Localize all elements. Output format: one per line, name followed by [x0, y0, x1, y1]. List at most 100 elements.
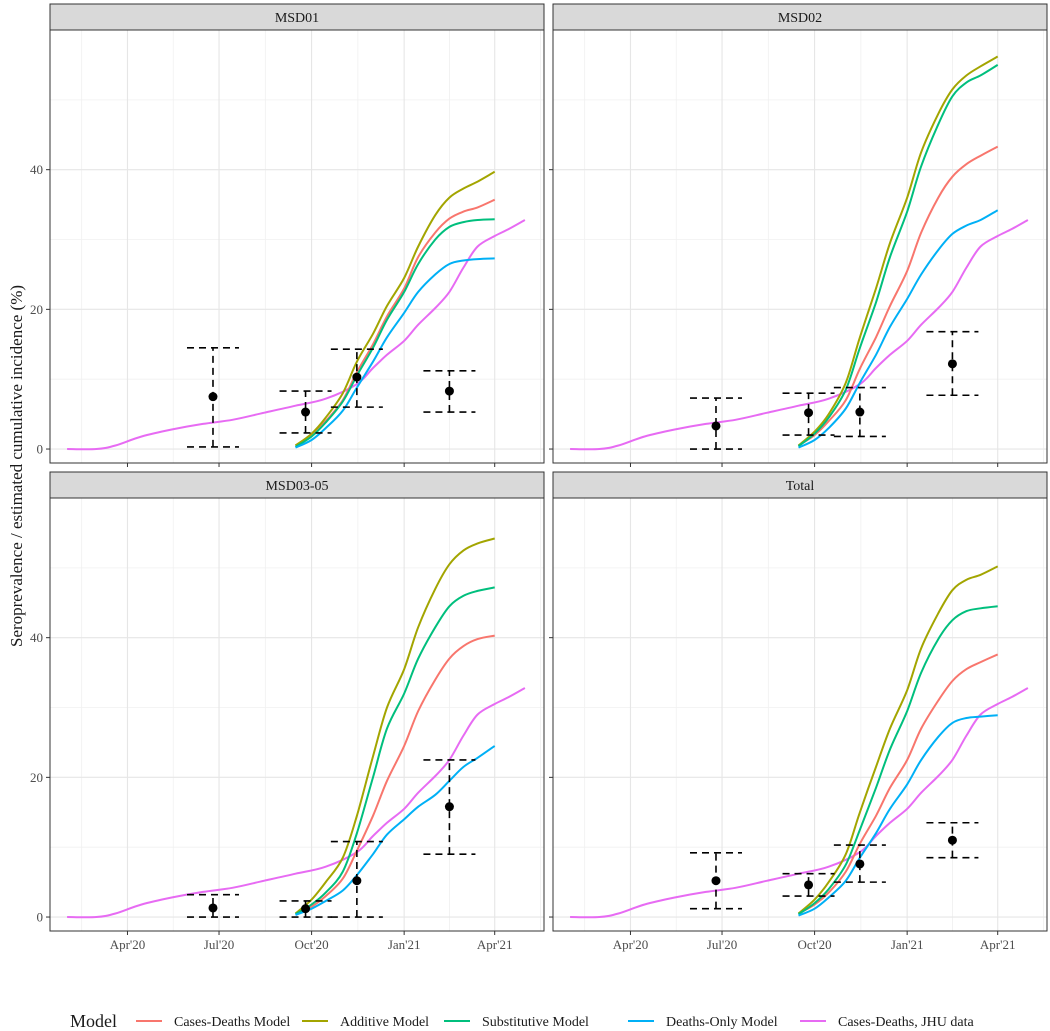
panel-msd01: MSD01 0 20 40 [30, 3, 545, 467]
x-tick-label: Jul'20 [707, 937, 738, 952]
facet-strip [49, 471, 545, 499]
series-line-sub [294, 586, 495, 916]
seroprevalence-point [423, 370, 476, 413]
panel-background [553, 30, 1047, 463]
y-axis-title: Seroprevalence / estimated cumulative in… [7, 285, 26, 647]
panel-msd02: MSD02 [549, 3, 1048, 467]
point-estimate [804, 408, 814, 418]
seroprevalence-point [423, 759, 476, 855]
series-line-sub [797, 64, 999, 447]
legend-entry-jhu: Cases-Deaths, JHU data [800, 1015, 974, 1030]
facet-strip-label: MSD03-05 [265, 479, 328, 494]
x-tick-label: Jul'20 [204, 937, 235, 952]
x-tick-label: Apr'20 [613, 937, 649, 952]
point-estimate [301, 407, 311, 417]
series-line-add [294, 170, 496, 447]
series-line-add [294, 537, 495, 915]
panel-background [50, 30, 544, 463]
series-line-add [797, 565, 999, 915]
series-line-add [797, 55, 999, 447]
panel-border [552, 29, 1048, 464]
point-estimate [444, 802, 454, 812]
panel-background [553, 498, 1047, 931]
series-line-do [798, 209, 999, 449]
point-estimate [804, 880, 814, 890]
seroprevalence-point [279, 900, 332, 918]
seroprevalence-point [330, 840, 383, 918]
seroprevalence-point [833, 844, 886, 883]
series-line-jhu [67, 687, 526, 919]
seroprevalence-point [926, 821, 979, 859]
point-estimate [444, 386, 454, 396]
legend-label: Cases-Deaths Model [174, 1015, 290, 1030]
panel-border [552, 497, 1048, 932]
panel-background [50, 498, 544, 931]
point-estimate [352, 876, 362, 886]
series-line-do [798, 714, 998, 917]
point-estimate [947, 359, 957, 369]
point-estimate [208, 903, 218, 913]
facet-strip [552, 3, 1048, 31]
point-estimate [208, 392, 218, 402]
legend-entry-sub: Substitutive Model [444, 1015, 589, 1030]
facet-strip [49, 3, 545, 31]
point-estimate [711, 876, 721, 886]
y-tick-label: 20 [30, 302, 43, 317]
seroprevalence-point [186, 346, 239, 448]
seroprevalence-point [833, 386, 886, 438]
x-tick-label: Apr'20 [110, 937, 146, 952]
seroprevalence-point [330, 348, 383, 408]
facet-strip-label: MSD02 [778, 11, 822, 26]
seroprevalence-point [279, 390, 332, 434]
legend-label: Substitutive Model [482, 1015, 589, 1030]
series-line-sub [797, 605, 998, 916]
legend-label: Additive Model [340, 1015, 429, 1030]
point-estimate [711, 421, 721, 431]
series-line-do [295, 745, 496, 916]
series-line-cd [798, 653, 999, 915]
legend-entry-add: Additive Model [302, 1015, 429, 1030]
x-tick-label: Oct'20 [798, 937, 832, 952]
series-line-do [295, 257, 495, 449]
panels-layer: MSD01 0 20 40 MSD02 MSD03-05 0 20 40 Apr'20 Jul'20… [30, 3, 1048, 952]
series-line-cd [797, 145, 999, 447]
legend: Model Cases-Deaths Model Additive Model Sub… [70, 1011, 974, 1031]
seroprevalence-point [782, 872, 835, 897]
legend-entry-do: Deaths-Only Model [628, 1015, 778, 1030]
legend-label: Cases-Deaths, JHU data [838, 1015, 974, 1030]
panel-total: Total Apr'20 Jul'20 Oct'20 Jan'21 Apr'21 [549, 471, 1048, 952]
seroprevalence-point [689, 397, 742, 450]
point-estimate [352, 372, 362, 382]
legend-title: Model [70, 1011, 117, 1031]
y-tick-label: 0 [37, 910, 44, 925]
series-line-jhu [67, 219, 526, 451]
y-tick-label: 40 [30, 162, 43, 177]
panel-border [49, 497, 545, 932]
panel-border [49, 29, 545, 464]
seroprevalence-point [926, 330, 979, 397]
point-estimate [301, 904, 311, 914]
series-line-jhu [570, 219, 1029, 451]
panel-msd03-05: MSD03-05 0 20 40 Apr'20 Jul'20 Oct'20 Jan'21 Apr… [30, 471, 545, 952]
facet-strip-label: MSD01 [275, 11, 319, 26]
y-tick-label: 0 [37, 442, 44, 457]
series-line-sub [294, 218, 495, 448]
x-tick-label: Apr'21 [477, 937, 513, 952]
y-tick-label: 20 [30, 770, 43, 785]
legend-label: Deaths-Only Model [666, 1015, 778, 1030]
seroprevalence-point [186, 893, 239, 918]
x-tick-label: Jan'21 [388, 937, 421, 952]
point-estimate [855, 859, 865, 869]
x-tick-label: Oct'20 [295, 937, 329, 952]
y-tick-label: 40 [30, 630, 43, 645]
series-line-cd [295, 634, 495, 915]
seroprevalence-point [782, 392, 835, 436]
point-estimate [855, 407, 865, 417]
legend-entry-cd: Cases-Deaths Model [136, 1015, 290, 1030]
x-tick-label: Apr'21 [980, 937, 1016, 952]
facet-strip-label: Total [786, 479, 815, 494]
point-estimate [947, 835, 957, 845]
x-tick-label: Jan'21 [891, 937, 924, 952]
seroprevalence-point [689, 851, 742, 910]
